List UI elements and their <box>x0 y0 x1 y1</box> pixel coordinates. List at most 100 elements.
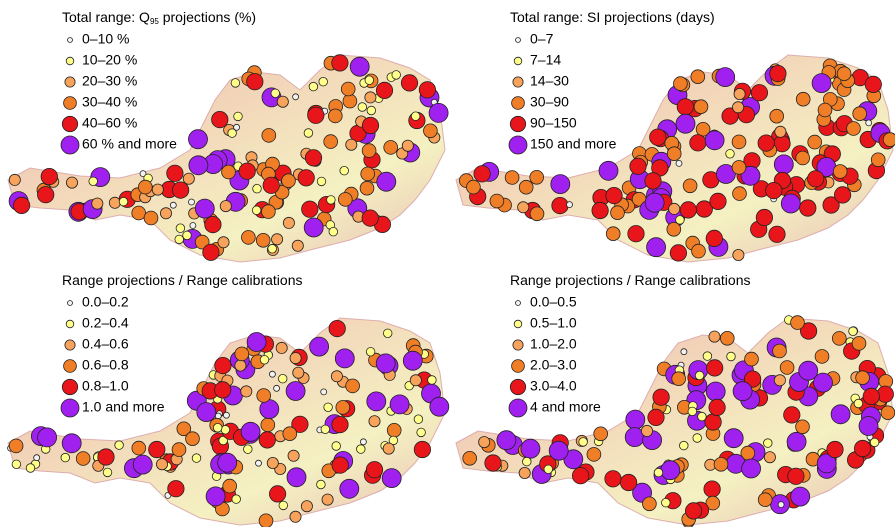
station-dot <box>666 222 682 237</box>
map-panel: Range projections / Range calibrations 0.… <box>7 272 450 527</box>
station-dot <box>691 243 706 259</box>
legend-label: 40–60 % <box>82 115 137 131</box>
station-dot <box>194 198 215 219</box>
station-dot <box>337 192 353 207</box>
station-dot <box>518 466 531 479</box>
station-dot <box>848 326 858 337</box>
station-dot <box>320 388 328 396</box>
station-dot <box>323 134 339 149</box>
station-dot <box>689 134 707 152</box>
station-dot <box>217 236 230 249</box>
station-dot <box>743 370 762 388</box>
station-dot <box>188 129 208 150</box>
station-dot <box>679 201 697 219</box>
station-dot <box>675 159 683 167</box>
station-dot <box>334 348 355 369</box>
station-dot <box>243 444 253 454</box>
station-dot <box>185 431 200 447</box>
station-dot <box>97 448 115 466</box>
station-dot <box>732 101 745 114</box>
station-dot <box>757 134 775 152</box>
station-dot <box>261 204 276 219</box>
station-dot <box>625 409 646 430</box>
station-dot <box>258 513 274 527</box>
station-dot <box>246 73 264 91</box>
panel-title: Range projections / Range calibrations <box>510 272 750 288</box>
station-dot <box>666 146 682 162</box>
station-dot <box>682 178 698 194</box>
station-dot <box>266 456 279 469</box>
station-dot <box>473 165 491 183</box>
station-dot <box>685 502 703 520</box>
station-dot <box>644 192 665 213</box>
station-dot <box>285 381 306 401</box>
station-dot <box>361 116 380 135</box>
station-dot <box>292 93 300 101</box>
station-dot <box>361 209 379 227</box>
station-dot <box>219 200 232 213</box>
station-dot <box>175 223 186 233</box>
station-dot <box>222 478 238 494</box>
legend-marker <box>513 56 523 66</box>
station-dot <box>755 208 773 227</box>
station-dot <box>669 244 687 262</box>
station-dot <box>275 341 288 354</box>
station-dot <box>308 81 319 92</box>
station-dot <box>318 76 328 87</box>
station-dot <box>166 164 184 182</box>
station-dot <box>732 186 747 201</box>
station-dot <box>757 492 773 508</box>
station-dot <box>270 88 281 99</box>
station-dot <box>335 400 351 415</box>
station-dot <box>321 493 334 506</box>
station-dot <box>750 84 768 102</box>
station-dot <box>429 396 450 417</box>
legend-marker <box>63 96 77 110</box>
station-dot <box>705 381 726 402</box>
station-dot <box>708 398 726 416</box>
station-dot <box>706 359 724 377</box>
legend-marker <box>509 115 527 133</box>
station-dot <box>267 244 277 254</box>
station-dot <box>231 494 241 504</box>
station-dot <box>832 164 848 179</box>
station-dot <box>790 315 805 330</box>
station-dot <box>391 70 401 80</box>
station-dot <box>704 413 722 431</box>
station-dot <box>91 197 104 210</box>
station-dot <box>690 69 706 84</box>
station-dot <box>278 500 289 511</box>
station-dot <box>282 216 295 229</box>
station-dot <box>8 173 21 186</box>
station-dot <box>273 384 281 392</box>
station-dot <box>375 353 396 374</box>
station-dot <box>260 417 276 433</box>
station-dot <box>725 149 735 159</box>
station-dot <box>196 402 217 423</box>
station-dot <box>360 166 376 182</box>
station-dot <box>692 433 702 443</box>
station-dot <box>342 93 358 109</box>
station-dot <box>644 172 662 190</box>
legend-label: 0.0–0.5 <box>530 294 577 310</box>
station-dot <box>649 128 667 146</box>
station-dot <box>780 193 801 214</box>
station-dot <box>297 169 315 187</box>
station-dot <box>37 427 57 448</box>
station-dot <box>732 248 745 261</box>
station-dot <box>704 130 725 151</box>
station-dot <box>772 343 787 359</box>
station-dot <box>694 370 705 381</box>
station-dot <box>731 134 747 150</box>
station-dot <box>548 440 569 461</box>
station-dot <box>416 427 426 438</box>
station-dot <box>679 440 689 451</box>
station-dot <box>604 470 622 488</box>
station-dot <box>591 201 609 220</box>
station-dot <box>880 405 895 420</box>
station-dot <box>255 459 262 467</box>
station-dot <box>400 74 419 92</box>
station-dot <box>241 230 256 245</box>
station-dot <box>66 176 79 189</box>
